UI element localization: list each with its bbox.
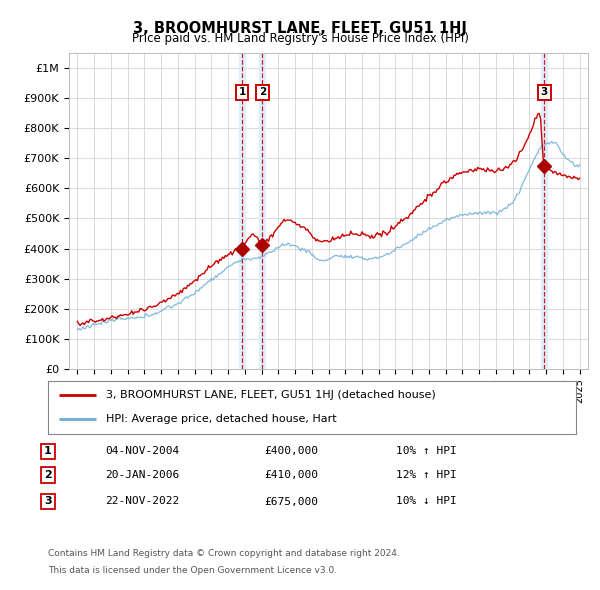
Text: This data is licensed under the Open Government Licence v3.0.: This data is licensed under the Open Gov…: [48, 566, 337, 575]
HPI: Average price, detached house, Hart: (2.01e+03, 3.91e+05): Average price, detached house, Hart: (2.…: [389, 248, 396, 255]
Bar: [541, 53, 547, 369]
Text: 12% ↑ HPI: 12% ↑ HPI: [396, 470, 457, 480]
3, BROOMHURST LANE, FLEET, GU51 1HJ (detached house): [77, 322, 84, 329]
HPI: Average price, detached house, Hart: (2.02e+03, 6.79e+05): Average price, detached house, Hart: (2.…: [576, 161, 583, 168]
Text: Contains HM Land Registry data © Crown copyright and database right 2024.: Contains HM Land Registry data © Crown c…: [48, 549, 400, 558]
Text: £410,000: £410,000: [264, 470, 318, 480]
3, BROOMHURST LANE, FLEET, GU51 1HJ (detached house): [169, 292, 176, 299]
Text: 04-NOV-2004: 04-NOV-2004: [105, 447, 179, 456]
HPI: Average price, detached house, Hart: (2.01e+03, 3.72e+05): Average price, detached house, Hart: (2.…: [378, 253, 385, 260]
HPI: Average price, detached house, Hart: (2.02e+03, 5.87e+05): Average price, detached house, Hart: (2.…: [516, 189, 523, 196]
Text: 3, BROOMHURST LANE, FLEET, GU51 1HJ (detached house): 3, BROOMHURST LANE, FLEET, GU51 1HJ (det…: [106, 391, 436, 401]
Text: £400,000: £400,000: [264, 447, 318, 456]
Text: HPI: Average price, detached house, Hart: HPI: Average price, detached house, Hart: [106, 414, 337, 424]
Text: 2: 2: [259, 87, 266, 97]
HPI: Average price, detached house, Hart: (2e+03, 1.29e+05): Average price, detached house, Hart: (2e…: [77, 326, 84, 333]
HPI: Average price, detached house, Hart: (2.02e+03, 7.56e+05): Average price, detached house, Hart: (2.…: [548, 138, 556, 145]
Text: Price paid vs. HM Land Registry's House Price Index (HPI): Price paid vs. HM Land Registry's House …: [131, 32, 469, 45]
Text: 20-JAN-2006: 20-JAN-2006: [105, 470, 179, 480]
Text: 22-NOV-2022: 22-NOV-2022: [105, 497, 179, 506]
Line: 3, BROOMHURST LANE, FLEET, GU51 1HJ (detached house): 3, BROOMHURST LANE, FLEET, GU51 1HJ (det…: [77, 113, 580, 326]
3, BROOMHURST LANE, FLEET, GU51 1HJ (detached house): [361, 231, 368, 238]
3, BROOMHURST LANE, FLEET, GU51 1HJ (detached house): [389, 225, 396, 232]
Bar: [259, 53, 265, 369]
Text: 3, BROOMHURST LANE, FLEET, GU51 1HJ: 3, BROOMHURST LANE, FLEET, GU51 1HJ: [133, 21, 467, 35]
Text: 1: 1: [44, 447, 52, 456]
Text: £675,000: £675,000: [264, 497, 318, 506]
Text: 1: 1: [238, 87, 246, 97]
3, BROOMHURST LANE, FLEET, GU51 1HJ (detached house): [74, 318, 81, 325]
3, BROOMHURST LANE, FLEET, GU51 1HJ (detached house): [378, 233, 385, 240]
Line: HPI: Average price, detached house, Hart: HPI: Average price, detached house, Hart: [77, 142, 580, 330]
Text: 10% ↓ HPI: 10% ↓ HPI: [396, 497, 457, 506]
Text: 10% ↑ HPI: 10% ↑ HPI: [396, 447, 457, 456]
HPI: Average price, detached house, Hart: (2.01e+03, 3.66e+05): Average price, detached house, Hart: (2.…: [361, 255, 368, 263]
HPI: Average price, detached house, Hart: (2e+03, 1.3e+05): Average price, detached house, Hart: (2e…: [74, 326, 81, 333]
Bar: [239, 53, 245, 369]
HPI: Average price, detached house, Hart: (2e+03, 1.5e+05): Average price, detached house, Hart: (2e…: [89, 320, 97, 327]
3, BROOMHURST LANE, FLEET, GU51 1HJ (detached house): [576, 175, 583, 182]
Text: 3: 3: [44, 497, 52, 506]
Text: 2: 2: [44, 470, 52, 480]
Text: 3: 3: [541, 87, 548, 97]
HPI: Average price, detached house, Hart: (2e+03, 2.04e+05): Average price, detached house, Hart: (2e…: [169, 304, 176, 311]
3, BROOMHURST LANE, FLEET, GU51 1HJ (detached house): [536, 110, 543, 117]
3, BROOMHURST LANE, FLEET, GU51 1HJ (detached house): [89, 317, 97, 324]
3, BROOMHURST LANE, FLEET, GU51 1HJ (detached house): [516, 148, 523, 155]
